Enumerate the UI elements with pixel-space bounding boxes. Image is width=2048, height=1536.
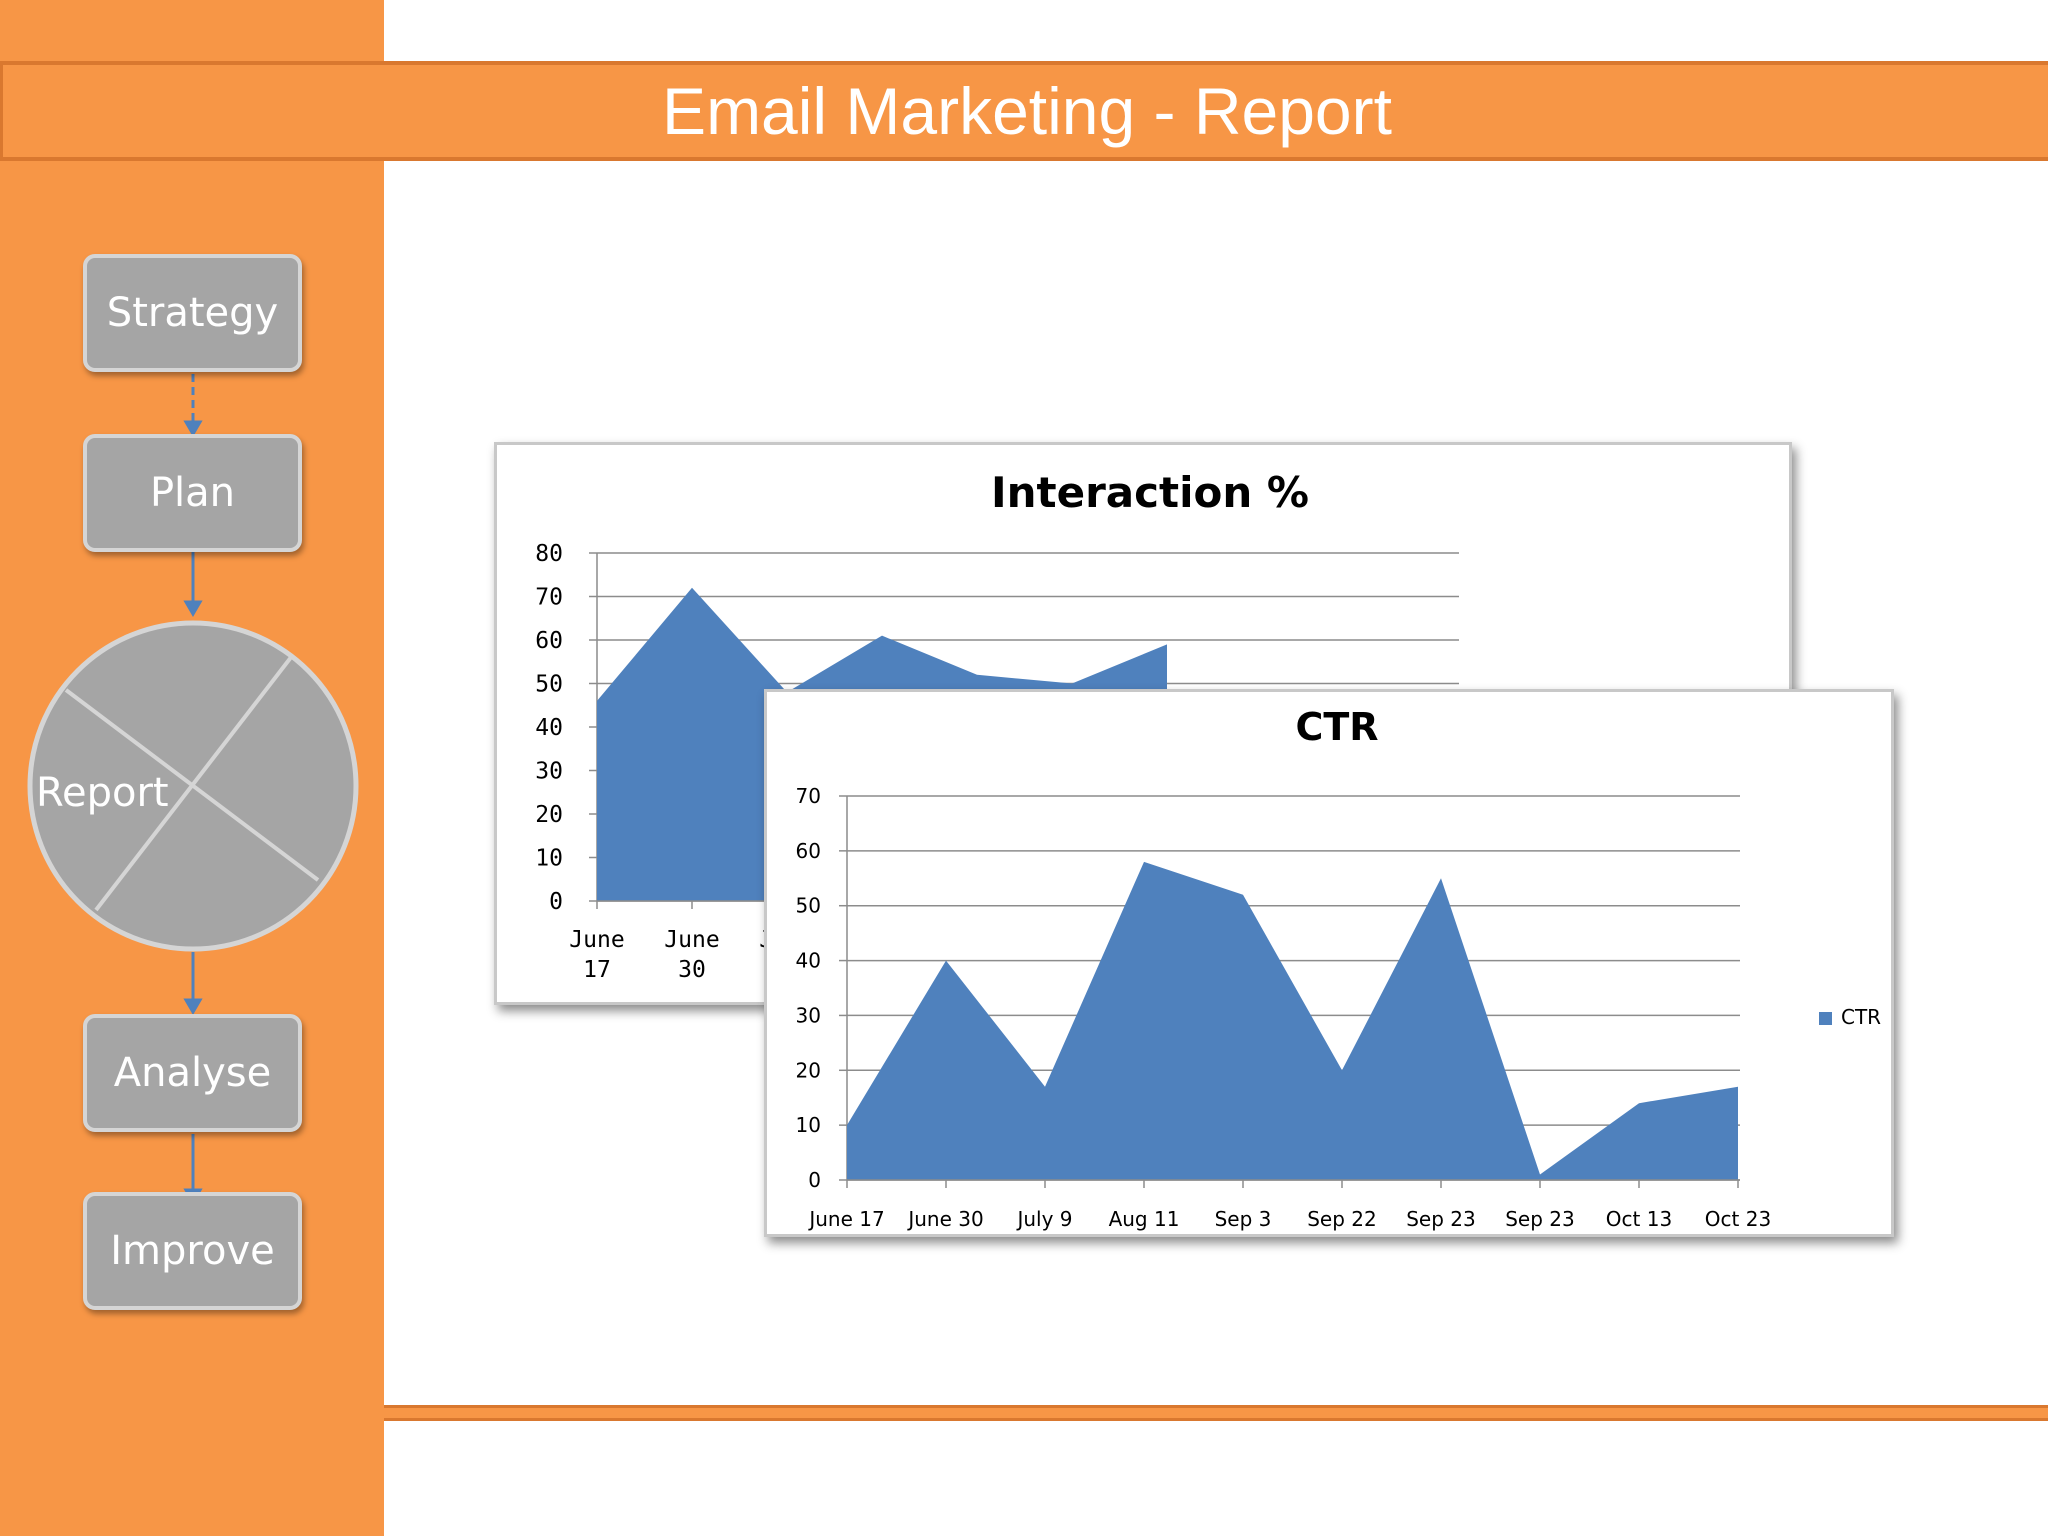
chart-title: CTR: [1295, 705, 1378, 749]
y-tick-label: 20: [535, 802, 563, 828]
x-tick-label: July 9: [1015, 1207, 1072, 1231]
x-tick-label: Sep 23: [1505, 1207, 1575, 1231]
ctr-chart: CTR 0 10 20 30 40 50 60 70 June 17 June 30 July 9 Au…: [796, 705, 1882, 1231]
process-flow-connectors: [27, 374, 359, 1205]
y-tick-label: 30: [796, 1003, 821, 1027]
bottom-divider: [384, 1405, 2048, 1421]
x-tick-label: June 30: [664, 927, 719, 983]
y-tick-label: 60: [796, 839, 821, 863]
y-tick-label: 20: [796, 1058, 821, 1082]
y-tick-label: 50: [796, 894, 821, 918]
page-title: Email Marketing - Report: [662, 74, 1392, 148]
y-tick-label: 40: [535, 715, 563, 741]
chart-title: Interaction %: [991, 468, 1309, 517]
y-tick-label: 70: [535, 585, 563, 611]
y-tick-label: 40: [796, 949, 821, 973]
y-tick-label: 10: [535, 846, 563, 872]
arrowhead-icon: [183, 998, 203, 1015]
arrowhead-icon: [183, 420, 203, 437]
flow-step-report: Report: [36, 770, 169, 816]
flow-step-plan: Plan: [83, 434, 302, 552]
y-tick-label: 10: [796, 1113, 821, 1137]
y-tick-label: 50: [535, 672, 563, 698]
x-tick-label: Sep 3: [1215, 1207, 1272, 1231]
flow-step-analyse: Analyse: [83, 1014, 302, 1132]
y-tick-label: 80: [535, 541, 563, 567]
y-tick-label: 0: [549, 889, 563, 915]
flow-step-improve: Improve: [83, 1192, 302, 1310]
y-tick-label: 0: [808, 1168, 821, 1192]
x-tick-label: Oct 13: [1606, 1207, 1672, 1231]
y-tick-label: 60: [535, 628, 563, 654]
y-tick-label: 30: [535, 759, 563, 785]
y-tick-label: 70: [796, 784, 821, 808]
flow-step-strategy: Strategy: [83, 254, 302, 372]
ctr-chart-card: CTR 0 10 20 30 40 50 60 70 June 17 June 30 July 9 Au…: [764, 689, 1894, 1237]
title-bar: Email Marketing - Report: [0, 61, 2048, 161]
legend-label: CTR: [1841, 1005, 1881, 1029]
x-tick-label: Sep 23: [1406, 1207, 1476, 1231]
x-tick-label: June 30: [906, 1207, 983, 1231]
x-tick-label: Sep 22: [1307, 1207, 1377, 1231]
x-tick-label: June 17: [569, 927, 624, 983]
x-tick-label: June 17: [807, 1207, 884, 1231]
x-tick-label: Oct 23: [1705, 1207, 1771, 1231]
legend-swatch: [1819, 1012, 1832, 1025]
arrowhead-icon: [183, 600, 203, 617]
series-area: [847, 861, 1738, 1180]
x-tick-label: Aug 11: [1109, 1207, 1180, 1231]
report-circle: [27, 620, 359, 952]
